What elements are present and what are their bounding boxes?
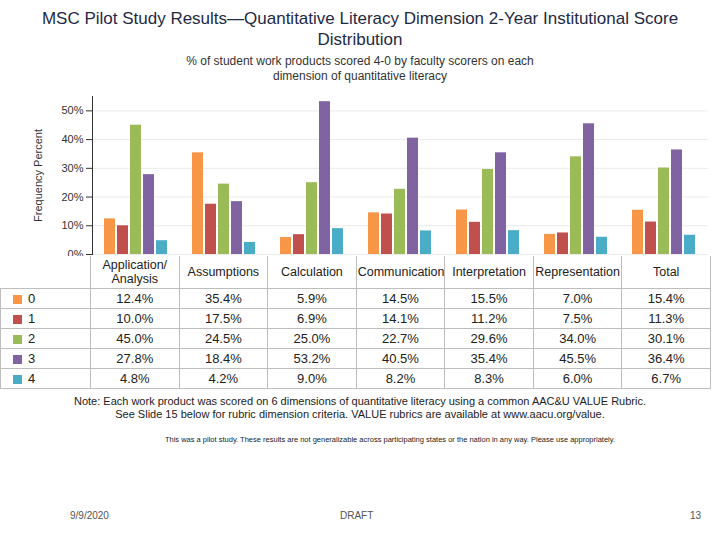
html-text:8.3%: 8.3% bbox=[474, 371, 504, 386]
html-text:7.0%: 7.0% bbox=[562, 291, 593, 306]
html-text:4.8%: 4.8% bbox=[120, 371, 150, 386]
html-text:36.4%: 36.4% bbox=[647, 351, 685, 366]
html-text:2: 2 bbox=[28, 331, 36, 346]
html-text:25.0%: 25.0% bbox=[293, 331, 331, 346]
html-text:6.0%: 6.0% bbox=[562, 371, 593, 386]
html-text:DRAFT: DRAFT bbox=[340, 510, 374, 521]
html-text:34.0%: 34.0% bbox=[559, 331, 596, 346]
html-text:22.7%: 22.7% bbox=[382, 331, 419, 346]
html-text:% of student work products sco: % of student work products scored 4-0 by… bbox=[186, 54, 534, 83]
svg-text:Frequency Percent: Frequency Percent bbox=[32, 129, 44, 222]
html-text:17.5%: 17.5% bbox=[204, 311, 242, 326]
svg-text:30%: 30% bbox=[61, 162, 83, 174]
html-text:8.2%: 8.2% bbox=[385, 371, 416, 386]
html-text:18.4%: 18.4% bbox=[204, 351, 242, 366]
html-text:10.0%: 10.0% bbox=[116, 311, 154, 326]
html-text:30.1%: 30.1% bbox=[647, 331, 685, 346]
html-text:40.5%: 40.5% bbox=[382, 351, 419, 366]
html-text:12.4%: 12.4% bbox=[116, 291, 154, 306]
html-text:Total: Total bbox=[653, 265, 680, 279]
html-text:0: 0 bbox=[28, 291, 36, 306]
html-text:45.0%: 45.0% bbox=[116, 331, 154, 346]
html-text:15.5%: 15.5% bbox=[470, 291, 508, 306]
html-text:9.0%: 9.0% bbox=[297, 371, 327, 386]
html-text:11.2%: 11.2% bbox=[471, 311, 507, 326]
svg-text:50%: 50% bbox=[61, 104, 83, 116]
html-text:7.5%: 7.5% bbox=[562, 311, 593, 326]
svg-text:0%: 0% bbox=[68, 248, 84, 256]
html-text:35.4%: 35.4% bbox=[470, 351, 508, 366]
html-text:14.5%: 14.5% bbox=[382, 291, 419, 306]
html-text:29.6%: 29.6% bbox=[470, 331, 508, 346]
html-text:Assumptions: Assumptions bbox=[187, 265, 260, 279]
html-text:6.9%: 6.9% bbox=[297, 311, 327, 326]
html-text:Interpretation: Interpretation bbox=[452, 265, 526, 279]
html-text:13: 13 bbox=[690, 510, 702, 521]
html-text:4.2%: 4.2% bbox=[208, 371, 239, 386]
html-text:Calculation: Calculation bbox=[281, 265, 343, 279]
html-text:14.1%: 14.1% bbox=[382, 311, 419, 326]
html-text:Note: Each work product was sc: Note: Each work product was scored on 6 … bbox=[74, 395, 646, 420]
html-text:35.4%: 35.4% bbox=[204, 291, 242, 306]
html-text:1: 1 bbox=[28, 311, 36, 326]
svg-text:40%: 40% bbox=[61, 133, 83, 145]
html-text:5.9%: 5.9% bbox=[297, 291, 327, 306]
svg-text:20%: 20% bbox=[61, 191, 83, 203]
html-text:This was a pilot study. These: This was a pilot study. These results ar… bbox=[164, 435, 615, 444]
html-text:53.2%: 53.2% bbox=[293, 351, 331, 366]
html-text:27.8%: 27.8% bbox=[116, 351, 154, 366]
html-text:11.3%: 11.3% bbox=[648, 311, 685, 326]
html-text:15.4%: 15.4% bbox=[647, 291, 685, 306]
html-text:3: 3 bbox=[28, 351, 36, 366]
html-text:Application/ Analysis: Application/ Analysis bbox=[102, 258, 168, 286]
html-text:45.5%: 45.5% bbox=[559, 351, 596, 366]
html-text:6.7%: 6.7% bbox=[651, 371, 681, 386]
html-text:9/9/2020: 9/9/2020 bbox=[70, 510, 109, 521]
svg-text:10%: 10% bbox=[61, 219, 83, 231]
html-text:Communication: Communication bbox=[357, 265, 445, 279]
html-text:MSC Pilot Study Results—Quanti: MSC Pilot Study Results—Quantitative Lit… bbox=[41, 9, 679, 49]
html-text:4: 4 bbox=[28, 371, 36, 386]
html-text:Representation: Representation bbox=[535, 265, 620, 279]
html-text:24.5%: 24.5% bbox=[204, 331, 242, 346]
